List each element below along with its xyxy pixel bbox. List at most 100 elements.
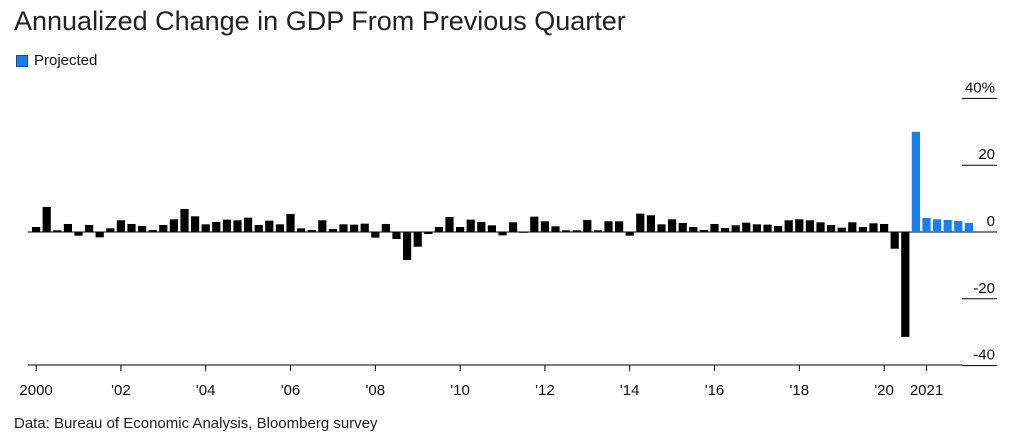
bar-actual bbox=[795, 219, 804, 232]
bar-actual bbox=[233, 220, 242, 232]
x-tick-label: 2000 bbox=[19, 382, 52, 399]
bar-actual bbox=[159, 224, 168, 232]
bar-actual bbox=[318, 220, 327, 232]
bar-projected bbox=[964, 222, 973, 232]
bar-actual bbox=[244, 217, 253, 232]
bar-actual bbox=[413, 232, 422, 247]
chart-title: Annualized Change in GDP From Previous Q… bbox=[14, 6, 626, 36]
bar-actual bbox=[625, 232, 634, 236]
bar-actual bbox=[212, 221, 221, 232]
bar-actual bbox=[763, 224, 772, 232]
bar-actual bbox=[116, 220, 125, 232]
bar-actual bbox=[530, 216, 539, 232]
bar-actual bbox=[805, 220, 814, 232]
bar-actual bbox=[286, 213, 295, 232]
bar-actual bbox=[519, 232, 528, 233]
x-tick-label: '14 bbox=[620, 382, 640, 399]
bar-actual bbox=[371, 232, 380, 238]
bar-actual bbox=[254, 224, 263, 232]
bar-actual bbox=[275, 224, 284, 232]
bar-actual bbox=[752, 224, 761, 232]
bar-actual bbox=[858, 226, 867, 232]
bar-actual bbox=[699, 230, 708, 232]
bar-actual bbox=[583, 219, 592, 232]
x-tick-label: '20 bbox=[874, 382, 894, 399]
bar-actual bbox=[551, 226, 560, 232]
bar-actual bbox=[191, 216, 200, 232]
x-tick-label: 2021 bbox=[910, 382, 943, 399]
bar-actual bbox=[222, 219, 231, 232]
bar-actual bbox=[95, 232, 104, 238]
y-axis: 40% 20 0 -20 -40 bbox=[965, 79, 995, 363]
bar-actual bbox=[63, 223, 72, 232]
bar-actual bbox=[424, 232, 433, 234]
bar-actual bbox=[646, 215, 655, 232]
bar-actual bbox=[668, 219, 677, 232]
bar-actual bbox=[657, 224, 666, 232]
bar-actual bbox=[148, 230, 157, 232]
y-tick-label: 20 bbox=[978, 146, 995, 163]
x-tick-label: '06 bbox=[281, 382, 301, 399]
bar-actual bbox=[201, 224, 210, 232]
bar-actual bbox=[615, 221, 624, 232]
bar-actual bbox=[85, 224, 94, 232]
bar-actual bbox=[445, 216, 454, 232]
legend-label-projected: Projected bbox=[34, 52, 98, 69]
bar-actual bbox=[127, 223, 136, 232]
bar-actual bbox=[403, 232, 412, 261]
bar-actual bbox=[593, 230, 602, 232]
bar-actual bbox=[53, 230, 62, 232]
bar-actual bbox=[392, 232, 401, 240]
bar-actual bbox=[339, 224, 348, 232]
bar-actual bbox=[434, 226, 443, 232]
bar-actual bbox=[869, 223, 878, 232]
y-tick-label: -40 bbox=[973, 347, 995, 364]
y-tick-label: -20 bbox=[973, 280, 995, 297]
bar-actual bbox=[636, 213, 645, 232]
bar-actual bbox=[307, 230, 316, 232]
bar-projected bbox=[954, 220, 963, 232]
bar-actual bbox=[742, 222, 751, 232]
x-tick-label: '12 bbox=[535, 382, 555, 399]
bar-actual bbox=[138, 225, 147, 232]
bar-actual bbox=[360, 223, 369, 232]
bar-actual bbox=[498, 232, 507, 236]
bar-actual bbox=[562, 230, 571, 232]
bar-actual bbox=[487, 225, 496, 232]
bar-actual bbox=[456, 226, 465, 232]
x-axis: 2000 '02 '04 '06 '08 '10 '12 '14 '16 '18 '20 2021 bbox=[19, 364, 962, 399]
bars bbox=[32, 131, 973, 337]
x-tick-label: '02 bbox=[111, 382, 131, 399]
bar-actual bbox=[678, 222, 687, 232]
bar-actual bbox=[466, 219, 475, 232]
y-tick-label: 0 bbox=[987, 213, 995, 230]
bar-actual bbox=[604, 221, 613, 232]
bar-actual bbox=[721, 227, 730, 232]
bar-actual bbox=[328, 228, 337, 232]
x-tick-label: '04 bbox=[196, 382, 216, 399]
bar-actual bbox=[848, 222, 857, 232]
bar-actual bbox=[180, 208, 189, 232]
x-tick-label: '18 bbox=[790, 382, 810, 399]
bar-actual bbox=[350, 224, 359, 232]
bar-actual bbox=[890, 232, 899, 249]
bar-actual bbox=[381, 223, 390, 232]
bar-actual bbox=[774, 225, 783, 232]
bar-actual bbox=[297, 228, 306, 232]
bar-actual bbox=[816, 222, 825, 232]
bar-actual bbox=[731, 225, 740, 232]
bar-actual bbox=[880, 223, 889, 232]
bar-projected bbox=[922, 217, 931, 232]
x-tick-label: '10 bbox=[450, 382, 470, 399]
bar-actual bbox=[540, 221, 549, 232]
y-tick-label: 40% bbox=[965, 79, 995, 96]
legend: Projected bbox=[16, 52, 97, 69]
bar-projected bbox=[911, 131, 920, 232]
bar-actual bbox=[689, 226, 698, 232]
bar-actual bbox=[827, 224, 836, 232]
bar-actual bbox=[710, 223, 719, 232]
bar-actual bbox=[42, 206, 51, 232]
bar-actual bbox=[265, 220, 274, 232]
bar-actual bbox=[901, 232, 910, 337]
